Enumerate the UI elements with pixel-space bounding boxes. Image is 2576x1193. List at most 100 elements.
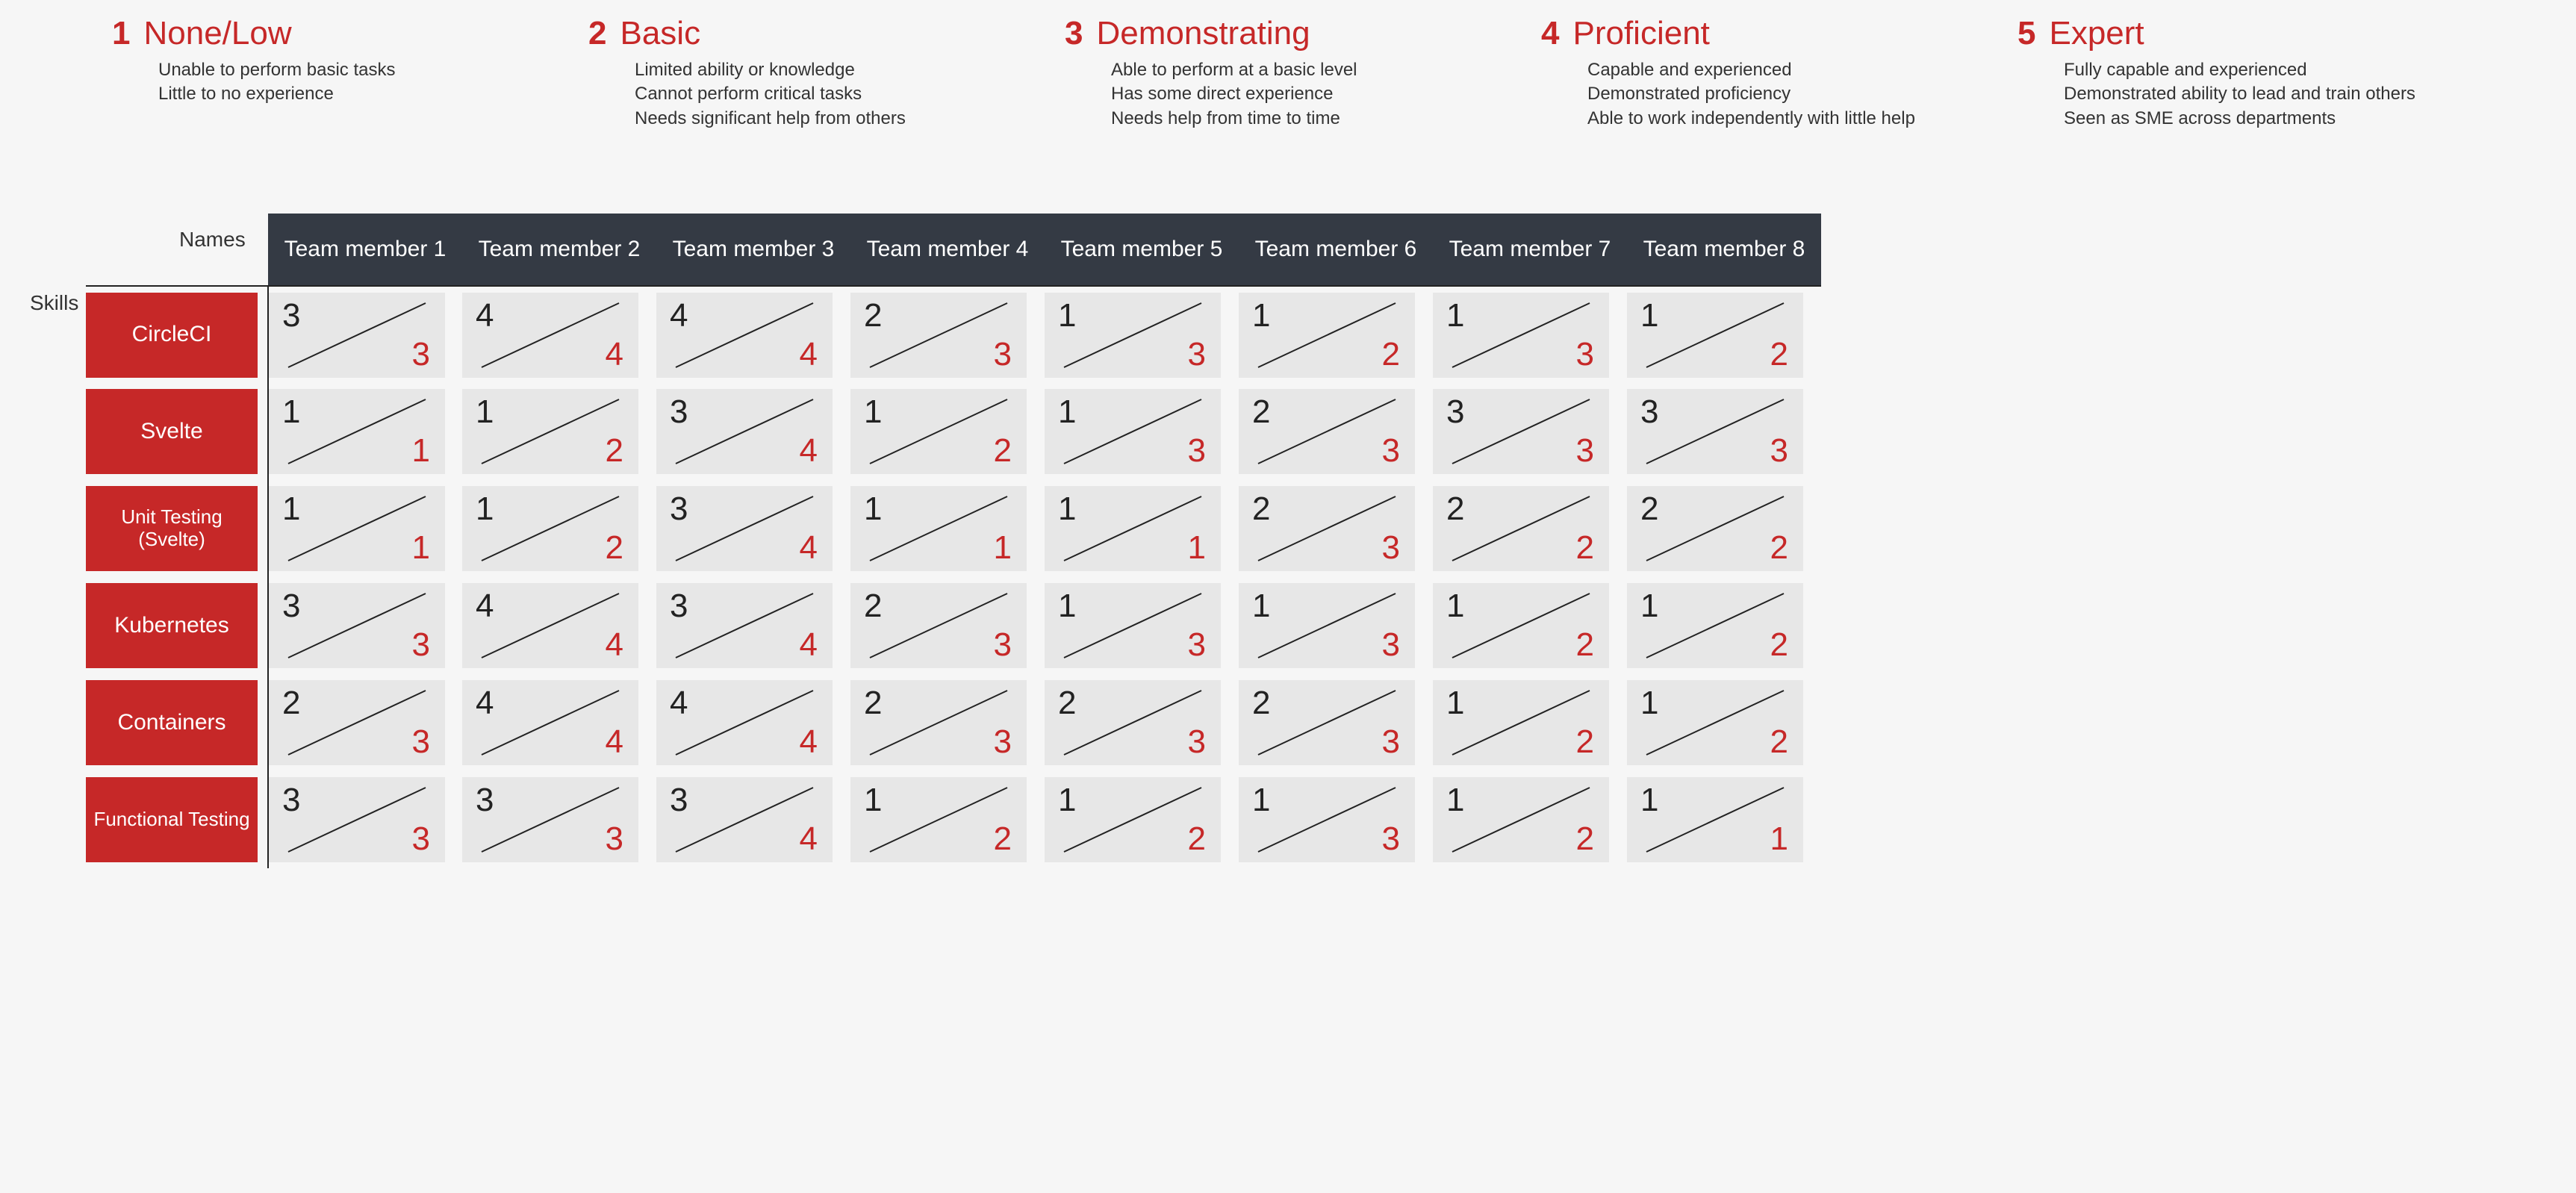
score-current: 3 [282,297,300,334]
score-box: 44 [656,293,833,378]
matrix-row: Unit Testing (Svelte)1112341111232222 [86,480,1821,577]
score-target: 3 [606,820,623,858]
legend-desc-line: Unable to perform basic tasks [158,58,559,82]
score-current: 1 [864,393,882,431]
legend-description: Fully capable and experiencedDemonstrate… [2017,58,2464,131]
score-cell: 33 [268,577,462,674]
skills-matrix-page: 1None/LowUnable to perform basic tasksLi… [0,0,2576,898]
score-cell: 23 [1239,383,1433,480]
proficiency-legend: 1None/LowUnable to perform basic tasksLi… [0,0,2576,161]
legend-description: Capable and experiencedDemonstrated prof… [1541,58,1988,131]
score-target: 1 [1188,529,1206,567]
score-target: 2 [1576,529,1594,567]
score-box: 13 [1239,583,1415,668]
score-target: 1 [994,529,1012,567]
score-current: 3 [670,588,688,625]
legend-number: 4 [1541,15,1559,52]
score-box: 33 [462,777,638,862]
score-box: 12 [1239,293,1415,378]
score-cell: 12 [1433,577,1627,674]
score-current: 2 [1252,685,1270,722]
score-cell: 33 [1433,383,1627,480]
matrix-row: CircleCI3344442313121312 [86,286,1821,383]
member-header-label: Team member 2 [462,214,656,285]
legend-number: 2 [588,15,606,52]
member-header: Team member 8 [1627,205,1821,286]
score-current: 3 [1446,393,1464,431]
score-cell: 13 [1045,286,1239,383]
score-current: 1 [1640,588,1658,625]
score-target: 1 [1770,820,1788,858]
score-cell: 12 [850,383,1045,480]
score-box: 12 [1433,777,1609,862]
legend-title: Basic [620,15,700,52]
score-current: 2 [864,297,882,334]
score-target: 3 [1188,626,1206,664]
score-cell: 44 [462,674,656,771]
score-current: 1 [1252,782,1270,819]
score-cell: 23 [1239,480,1433,577]
score-cell: 11 [268,480,462,577]
score-cell: 23 [1239,674,1433,771]
skill-label: Svelte [86,389,258,474]
score-current: 1 [1446,782,1464,819]
score-box: 33 [269,777,445,862]
score-box: 23 [1239,389,1415,474]
score-cell: 13 [1045,383,1239,480]
score-target: 2 [1770,529,1788,567]
skill-header-cell: Unit Testing (Svelte) [86,480,268,577]
score-box: 13 [1045,583,1221,668]
legend-desc-line: Needs significant help from others [635,107,1035,131]
score-cell: 12 [462,383,656,480]
legend-desc-line: Able to work independently with little h… [1587,107,1988,131]
score-box: 34 [656,389,833,474]
matrix-row: Kubernetes3344342313131212 [86,577,1821,674]
score-current: 2 [1252,393,1270,431]
member-header-label: Team member 4 [850,214,1045,285]
score-box: 23 [1045,680,1221,765]
skills-matrix-table: Team member 1Team member 2Team member 3T… [86,205,1821,868]
score-box: 12 [1627,293,1803,378]
score-current: 4 [476,588,494,625]
axis-label-skills: Skills [30,291,78,315]
score-cell: 13 [1239,771,1433,868]
score-current: 4 [670,685,688,722]
score-target: 4 [606,626,623,664]
score-current: 2 [1446,490,1464,528]
score-cell: 12 [850,771,1045,868]
legend-desc-line: Seen as SME across departments [2064,107,2464,131]
score-target: 3 [1770,432,1788,470]
member-header: Team member 7 [1433,205,1627,286]
score-current: 3 [670,490,688,528]
score-box: 13 [1045,389,1221,474]
member-header-label: Team member 1 [268,214,462,285]
member-header: Team member 3 [656,205,850,286]
legend-desc-line: Demonstrated ability to lead and train o… [2064,82,2464,106]
matrix-row: Functional Testing3333341212131211 [86,771,1821,868]
axis-label-names: Names [179,228,246,252]
legend-item-2: 2BasicLimited ability or knowledgeCannot… [588,15,1035,131]
score-box: 11 [269,389,445,474]
member-header: Team member 2 [462,205,656,286]
score-cell: 12 [1433,674,1627,771]
score-box: 44 [462,583,638,668]
member-header-label: Team member 7 [1433,214,1627,285]
score-current: 1 [476,393,494,431]
score-box: 11 [269,486,445,571]
member-header-label: Team member 8 [1627,214,1821,285]
score-cell: 12 [1433,771,1627,868]
score-cell: 12 [1627,674,1821,771]
score-target: 3 [412,336,430,373]
score-target: 3 [1382,529,1400,567]
score-cell: 44 [656,674,850,771]
member-header: Team member 4 [850,205,1045,286]
score-cell: 44 [656,286,850,383]
score-box: 23 [1239,486,1415,571]
score-current: 2 [864,588,882,625]
score-cell: 23 [1045,674,1239,771]
legend-number: 1 [112,15,130,52]
score-box: 13 [1045,293,1221,378]
score-cell: 13 [1045,577,1239,674]
legend-title: Proficient [1572,15,1709,52]
skill-header-cell: Svelte [86,383,268,480]
